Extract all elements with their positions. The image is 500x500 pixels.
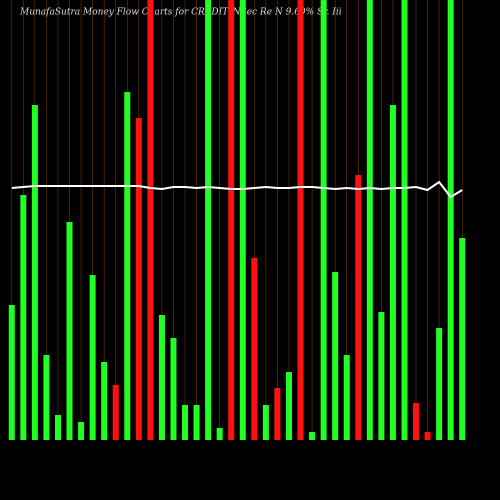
bar	[101, 362, 108, 440]
bar	[124, 92, 131, 440]
bar	[89, 275, 96, 440]
bar	[424, 432, 431, 440]
bar	[20, 195, 27, 440]
bar	[182, 405, 189, 440]
bar	[239, 0, 246, 440]
bar	[413, 403, 420, 440]
bar	[262, 405, 269, 440]
bar	[447, 0, 454, 440]
bar	[297, 0, 304, 440]
bar	[320, 0, 327, 440]
bar	[43, 355, 50, 440]
bar	[228, 0, 235, 440]
bar	[332, 272, 339, 440]
bar	[274, 388, 281, 440]
line	[11, 180, 463, 199]
bar	[378, 312, 385, 440]
bar	[54, 415, 61, 440]
bar	[459, 238, 466, 440]
bar	[135, 118, 142, 440]
bar	[251, 258, 258, 440]
bar	[216, 428, 223, 440]
bar	[170, 338, 177, 440]
bar	[66, 222, 73, 440]
bar	[8, 305, 15, 440]
bar	[78, 422, 85, 440]
bar	[285, 372, 292, 440]
bar	[436, 328, 443, 440]
bar	[193, 405, 200, 440]
bar	[401, 0, 408, 440]
bar	[355, 175, 362, 440]
bar	[31, 105, 38, 440]
bar	[158, 315, 165, 440]
bar	[205, 0, 212, 440]
bar	[389, 105, 396, 440]
bar	[112, 385, 119, 440]
chart-title: MunafaSutra Money Flow Charts for CREDIT…	[19, 8, 342, 18]
bar	[309, 432, 316, 440]
bar	[343, 355, 350, 440]
bar	[366, 0, 373, 440]
bar	[147, 0, 154, 440]
